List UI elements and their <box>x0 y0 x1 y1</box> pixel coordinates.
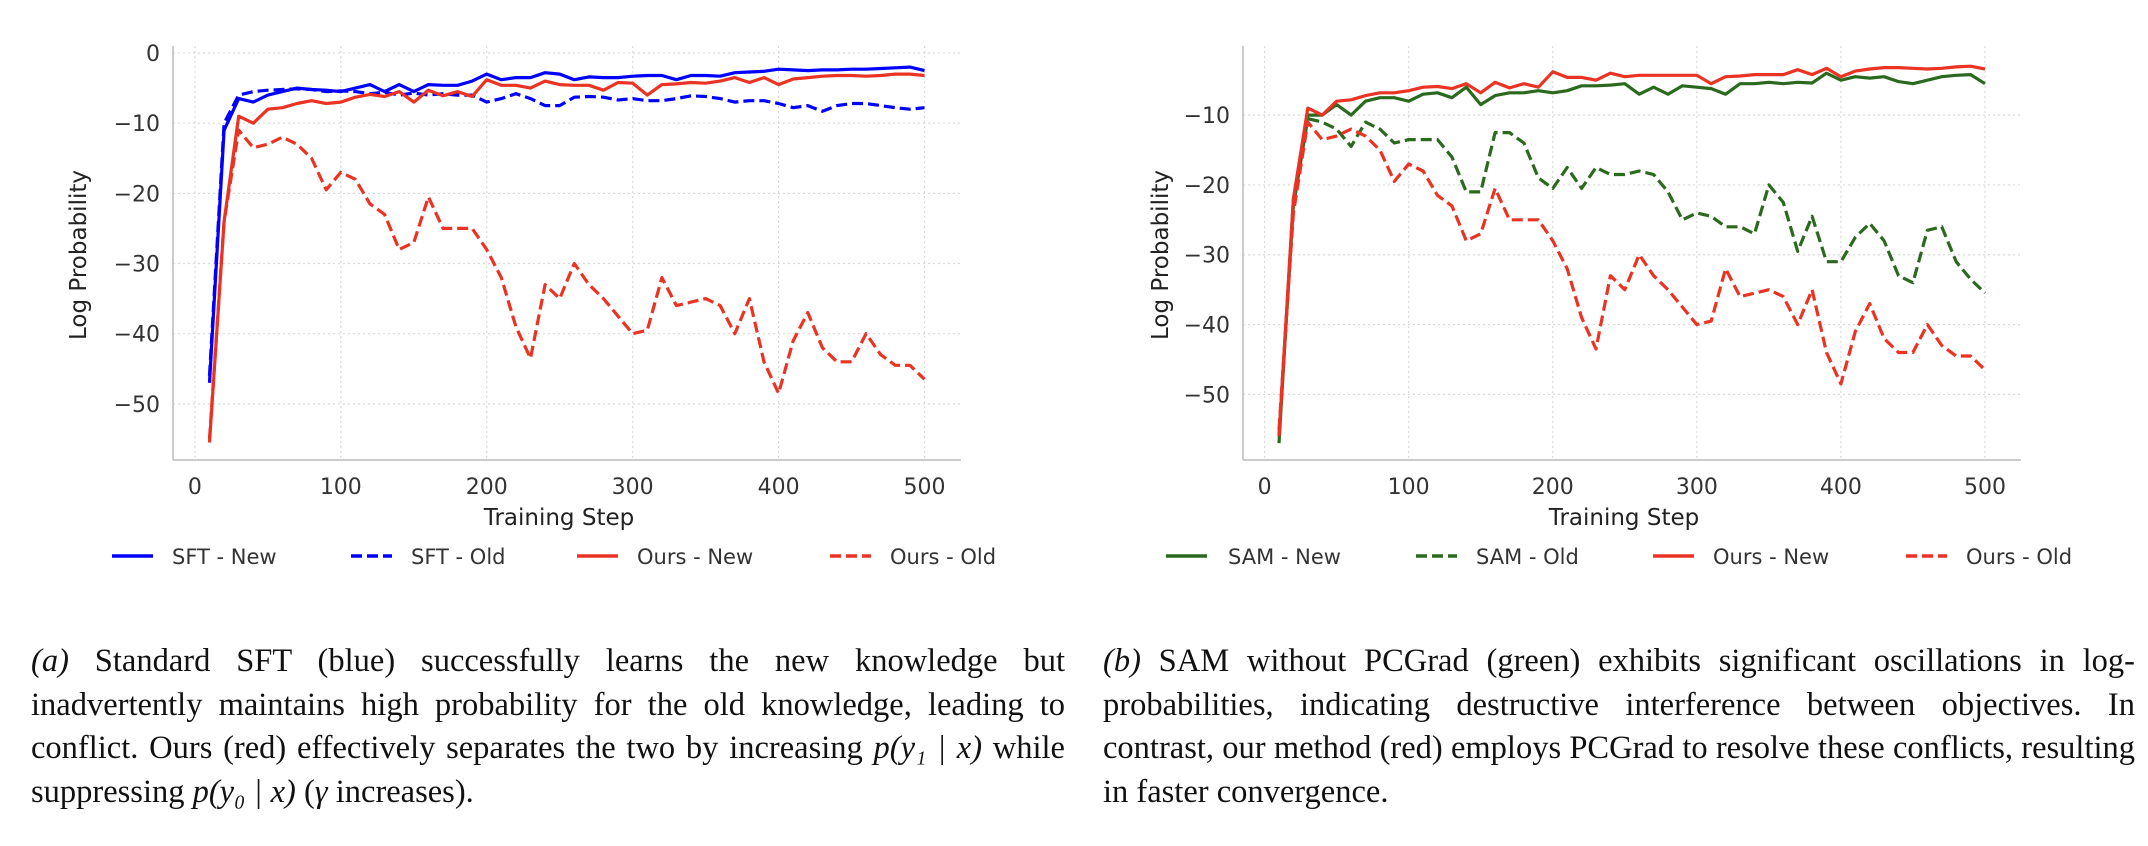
caption-a-math-2: p(y₀ | x) <box>192 773 296 810</box>
x-tick-label: 100 <box>1388 475 1430 500</box>
series-line-ours-old <box>1277 120 1987 430</box>
caption-a-label: (a) <box>31 643 69 679</box>
series-line-sam-old <box>1277 116 1987 437</box>
y-tick-label: −40 <box>1184 314 1230 339</box>
y-axis-label: Log Probability <box>66 170 92 340</box>
caption-a-math-1: p(y₁ | x) <box>873 730 983 766</box>
x-tick-label: 0 <box>1258 475 1272 500</box>
x-tick-label: 300 <box>1676 475 1718 500</box>
series-line-sam-new <box>1277 71 1986 444</box>
y-tick-label: 0 <box>146 42 160 67</box>
legend-label: SFT - Old <box>411 545 506 569</box>
y-tick-label: −20 <box>114 182 160 207</box>
chart-a-sft-vs-ours: 0 100 200 300 400 500 0 −10 −20 −30 −40 −50 Training… <box>66 42 996 569</box>
series-line-sft-old <box>207 87 925 376</box>
legend-label: Ours - Old <box>1966 545 2072 569</box>
series-line-ours-old <box>207 128 926 440</box>
legend-label: Ours - Old <box>890 545 996 569</box>
x-axis-label: Training Step <box>483 505 634 531</box>
y-tick-label: −30 <box>1184 244 1230 269</box>
caption-b-label: (b) <box>1103 643 1141 679</box>
legend-label: Ours - New <box>1713 545 1829 569</box>
legend-label: Ours - New <box>637 545 753 569</box>
caption-a: (a) Standard SFT (blue) successfully lea… <box>31 640 1065 814</box>
chart-b-sam-vs-ours: 0 100 200 300 400 500 −10 −20 −30 −40 −50 Training … <box>1148 46 2072 569</box>
y-tick-label: −20 <box>1184 174 1230 199</box>
caption-b-text: SAM without PCGrad (green) exhibits sign… <box>1103 643 2135 810</box>
y-tick-label: −50 <box>1184 383 1230 408</box>
caption-a-math-3: γ <box>314 773 328 810</box>
caption-a-text-3: ( <box>295 773 315 810</box>
x-axis-label: Training Step <box>1548 505 1699 531</box>
y-tick-label: −10 <box>114 112 160 137</box>
x-tick-label: 400 <box>1820 475 1862 500</box>
x-tick-label: 200 <box>466 475 508 500</box>
series-line-ours-new <box>207 72 925 443</box>
x-tick-label: 300 <box>612 475 654 500</box>
legend-label: SAM - New <box>1228 545 1341 569</box>
legend-label: SFT - New <box>172 545 277 569</box>
legend-label: SAM - Old <box>1476 545 1579 569</box>
y-axis-label: Log Probability <box>1148 170 1174 340</box>
x-tick-label: 500 <box>904 475 946 500</box>
x-tick-label: 100 <box>320 475 362 500</box>
x-tick-label: 0 <box>188 475 202 500</box>
y-tick-label: −40 <box>114 323 160 348</box>
y-tick-label: −50 <box>114 393 160 418</box>
y-tick-label: −10 <box>1184 104 1230 129</box>
series-line-ours-new <box>1277 64 1986 437</box>
y-tick-label: −30 <box>114 253 160 278</box>
caption-a-text-1: Standard SFT (blue) successfully learns … <box>31 643 1065 766</box>
caption-a-text-4: increases). <box>327 773 474 810</box>
x-tick-label: 400 <box>758 475 800 500</box>
x-tick-label: 200 <box>1532 475 1574 500</box>
caption-b: (b) SAM without PCGrad (green) exhibits … <box>1103 640 2135 814</box>
caption-a-text-2: while suppressing <box>31 730 1065 810</box>
x-tick-label: 500 <box>1964 475 2006 500</box>
